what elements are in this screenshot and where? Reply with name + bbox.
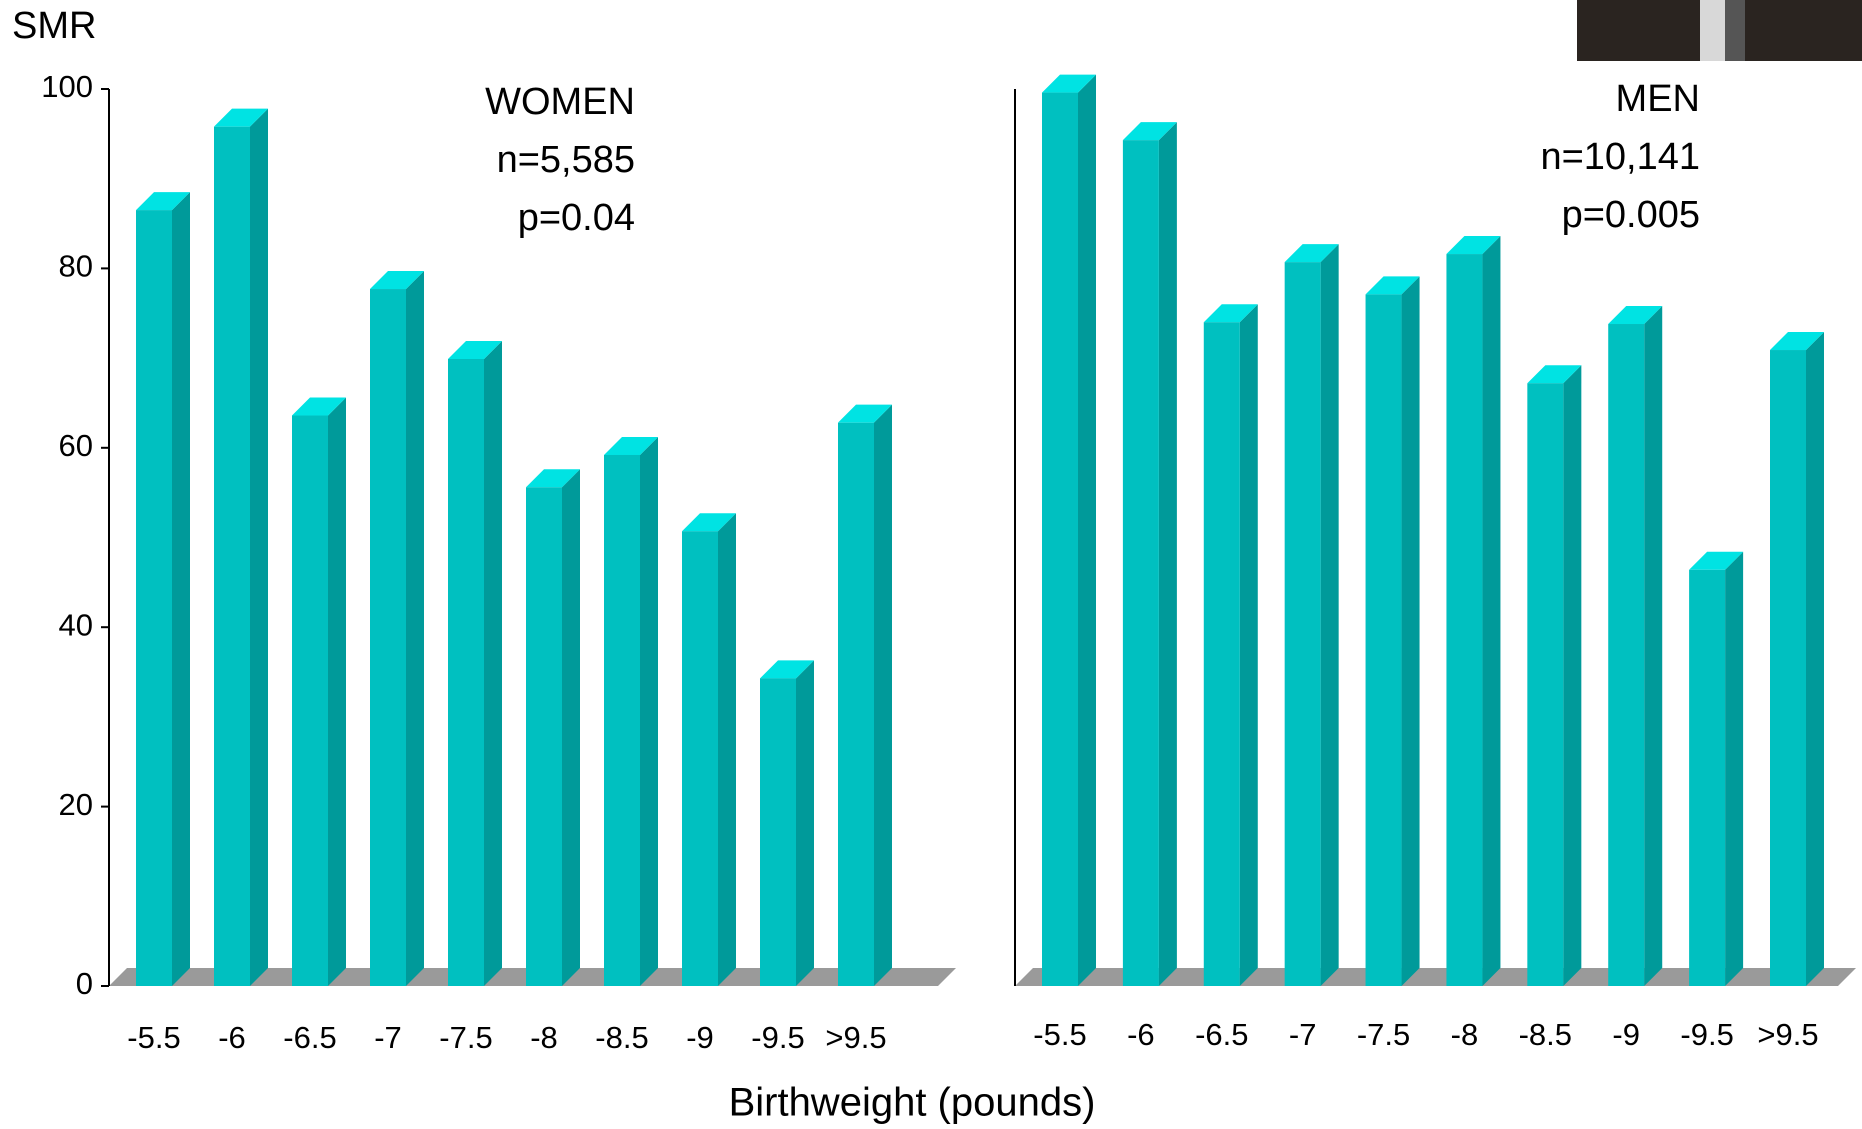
y-tick-label: 40 bbox=[59, 607, 93, 642]
x-tick-label: -6 bbox=[1127, 1017, 1155, 1052]
annotation: n=10,141 bbox=[1540, 136, 1700, 178]
x-tick-label: -6 bbox=[218, 1020, 246, 1055]
bar-front bbox=[604, 455, 640, 986]
bar-side bbox=[1644, 306, 1662, 986]
bar-front bbox=[292, 416, 328, 986]
bar-side bbox=[1806, 332, 1824, 986]
annotation: n=5,585 bbox=[497, 139, 635, 181]
x-tick-label: -9 bbox=[1612, 1017, 1640, 1052]
x-tick-label: -7.5 bbox=[1357, 1017, 1410, 1052]
bar-side bbox=[718, 513, 736, 986]
bar-front bbox=[1285, 262, 1321, 986]
bar bbox=[448, 341, 502, 986]
annotation: p=0.005 bbox=[1562, 194, 1700, 236]
bar-front bbox=[1689, 570, 1725, 986]
y-tick-label: 20 bbox=[59, 787, 93, 822]
bar bbox=[214, 109, 268, 986]
bar-side bbox=[1725, 552, 1743, 986]
bar-side bbox=[484, 341, 502, 986]
bar bbox=[682, 513, 736, 986]
bar-side bbox=[1402, 276, 1420, 986]
y-tick-label: 60 bbox=[59, 428, 93, 463]
bar-side bbox=[640, 437, 658, 986]
y-tick-label: 80 bbox=[59, 249, 93, 284]
bar bbox=[1123, 122, 1177, 986]
x-axis-label: Birthweight (pounds) bbox=[729, 1081, 1096, 1125]
bar bbox=[1446, 236, 1500, 986]
bar-side bbox=[796, 660, 814, 986]
bar-side bbox=[328, 398, 346, 986]
bar-side bbox=[874, 405, 892, 986]
bar-front bbox=[838, 423, 874, 986]
bar-side bbox=[172, 192, 190, 986]
y-tick-label: 0 bbox=[76, 966, 93, 1001]
annotation: MEN bbox=[1616, 78, 1700, 120]
bar-front bbox=[1608, 324, 1644, 986]
bar-front bbox=[526, 487, 562, 986]
bar bbox=[760, 660, 814, 986]
bar-side bbox=[250, 109, 268, 986]
x-tick-label: -8 bbox=[1451, 1017, 1479, 1052]
bar-front bbox=[1770, 350, 1806, 986]
bar-front bbox=[214, 127, 250, 986]
bar bbox=[292, 398, 346, 986]
annotation: WOMEN bbox=[485, 81, 635, 123]
x-tick-label: -8.5 bbox=[595, 1020, 648, 1055]
x-tick-label: -7 bbox=[1289, 1017, 1317, 1052]
x-tick-label: -8.5 bbox=[1519, 1017, 1572, 1052]
x-tick-label: >9.5 bbox=[825, 1020, 886, 1055]
bar-side bbox=[1078, 75, 1096, 986]
bar bbox=[604, 437, 658, 986]
bar-front bbox=[1446, 254, 1482, 986]
y-tick-label: 100 bbox=[41, 69, 93, 104]
bar-side bbox=[1159, 122, 1177, 986]
bar-side bbox=[1240, 304, 1258, 986]
bar bbox=[526, 469, 580, 986]
bar-front bbox=[1366, 294, 1402, 986]
x-tick-label: -6.5 bbox=[283, 1020, 336, 1055]
photo-tie bbox=[1725, 0, 1745, 61]
bar-side bbox=[1563, 365, 1581, 986]
bar bbox=[370, 271, 424, 986]
slide: SMR Birthweight (pounds) 0 20 40 60 80 100 WOM… bbox=[0, 0, 1862, 1129]
x-tick-label: -7.5 bbox=[439, 1020, 492, 1055]
bar-side bbox=[1321, 244, 1339, 986]
x-tick-label: -8 bbox=[530, 1020, 558, 1055]
bar-front bbox=[760, 678, 796, 986]
x-tick-label: -7 bbox=[374, 1020, 402, 1055]
bar-side bbox=[562, 469, 580, 986]
x-tick-label: -5.5 bbox=[127, 1020, 180, 1055]
bar-front bbox=[1042, 93, 1078, 986]
bar-front bbox=[1527, 383, 1563, 986]
x-tick-label: -9.5 bbox=[751, 1020, 804, 1055]
bar-front bbox=[1123, 140, 1159, 986]
bar-front bbox=[136, 210, 172, 986]
y-axis-label: SMR bbox=[12, 5, 96, 47]
x-tick-label: -5.5 bbox=[1033, 1017, 1086, 1052]
bar-side bbox=[1482, 236, 1500, 986]
bar-side bbox=[406, 271, 424, 986]
bar bbox=[1689, 552, 1743, 986]
bar bbox=[1527, 365, 1581, 986]
bar-front bbox=[1204, 322, 1240, 986]
bar-front bbox=[370, 289, 406, 986]
bar bbox=[136, 192, 190, 986]
bar-front bbox=[448, 359, 484, 986]
bar-front bbox=[682, 531, 718, 986]
bar bbox=[1608, 306, 1662, 986]
x-tick-label: -9.5 bbox=[1680, 1017, 1733, 1052]
bar bbox=[1204, 304, 1258, 986]
bar bbox=[1042, 75, 1096, 986]
bar bbox=[1285, 244, 1339, 986]
bar bbox=[1770, 332, 1824, 986]
x-tick-label: -9 bbox=[686, 1020, 714, 1055]
annotation: p=0.04 bbox=[518, 197, 635, 239]
bar bbox=[1366, 276, 1420, 986]
x-tick-label: >9.5 bbox=[1757, 1017, 1818, 1052]
x-tick-label: -6.5 bbox=[1195, 1017, 1248, 1052]
bar bbox=[838, 405, 892, 986]
